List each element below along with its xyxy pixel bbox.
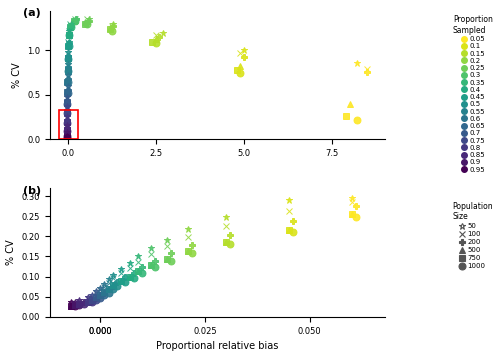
Bar (59, 110, 78, 139)
X-axis label: Proportional relative bias: Proportional relative bias (156, 341, 278, 351)
Y-axis label: % CV: % CV (6, 240, 16, 265)
Legend: 0.05, 0.1, 0.15, 0.2, 0.25, 0.3, 0.35, 0.4, 0.45, 0.5, 0.55, 0.6, 0.65, 0.7, 0.7: 0.05, 0.1, 0.15, 0.2, 0.25, 0.3, 0.35, 0… (452, 14, 494, 174)
Legend: 50, 100, 200, 500, 750, 1000: 50, 100, 200, 500, 750, 1000 (450, 201, 494, 270)
Y-axis label: % CV: % CV (12, 62, 22, 88)
Text: (b): (b) (23, 186, 42, 196)
Text: (a): (a) (23, 8, 41, 18)
